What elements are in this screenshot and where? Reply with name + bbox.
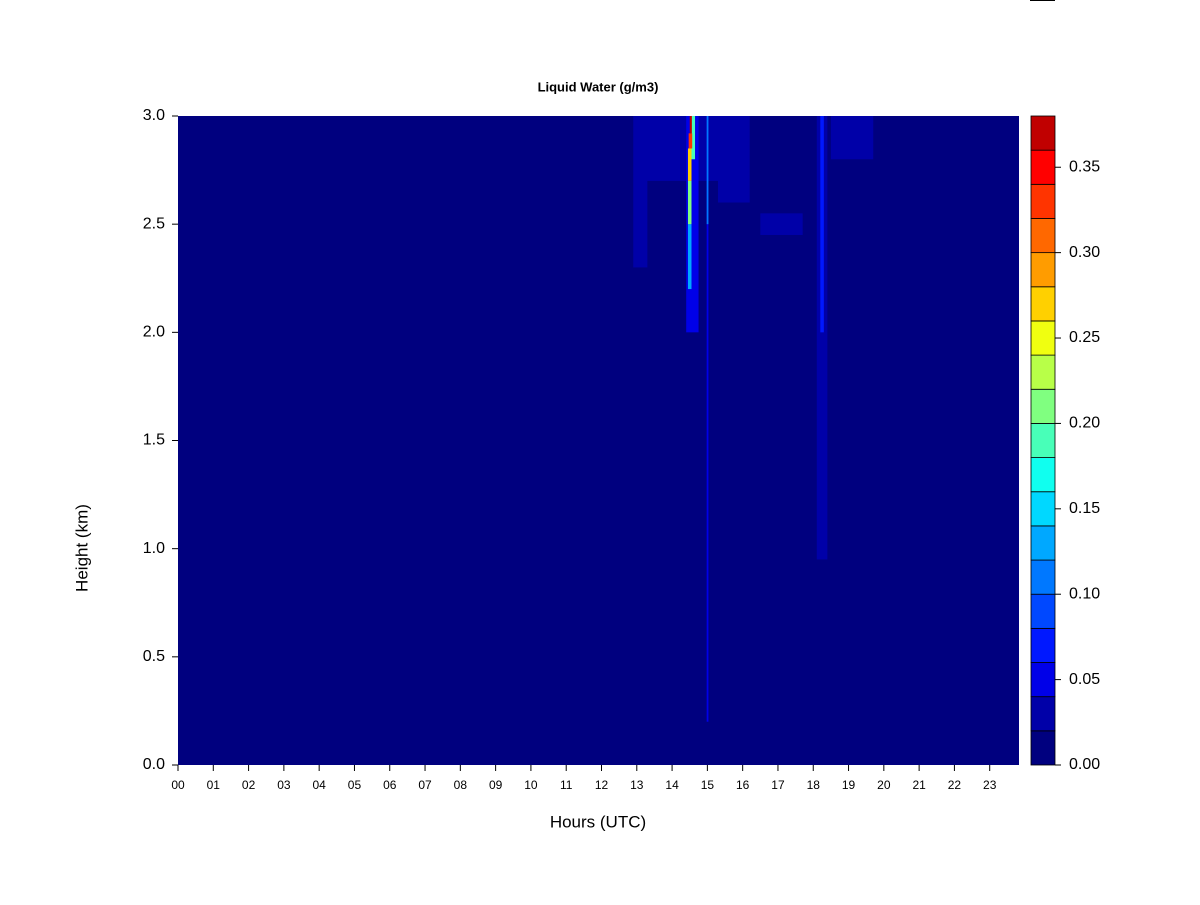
y-tick-label: 0.5 — [143, 648, 165, 665]
x-tick-label: 16 — [736, 778, 750, 792]
x-tick-label: 12 — [595, 778, 609, 792]
colorbar-box — [1030, 457, 1056, 493]
x-tick-label: 13 — [630, 778, 644, 792]
x-tick-label: 07 — [418, 778, 432, 792]
x-tick-label: 05 — [348, 778, 362, 792]
colorbar-box — [1030, 286, 1056, 322]
colorbar-box — [1030, 388, 1056, 424]
heat-cell — [688, 133, 693, 149]
colorbar-box — [1030, 320, 1056, 356]
x-tick-label: 19 — [842, 778, 856, 792]
x-tick-label: 06 — [383, 778, 397, 792]
colorbar-tick-label: 0.15 — [1069, 500, 1100, 517]
colorbar-tick-label: 0.10 — [1069, 585, 1100, 602]
x-tick-label: 14 — [665, 778, 679, 792]
plot-background — [178, 116, 1019, 765]
x-axis-label: Hours (UTC) — [550, 812, 646, 831]
colorbar-box — [1030, 559, 1056, 595]
heat-cell — [687, 148, 692, 181]
x-tick-label: 03 — [277, 778, 291, 792]
heat-cell — [760, 213, 803, 235]
colorbar-box — [1030, 525, 1056, 561]
chart-title: Liquid Water (g/m3) — [538, 79, 659, 94]
x-tick-label: 01 — [207, 778, 221, 792]
colorbar-tick-label: 0.00 — [1069, 756, 1100, 773]
x-tick-label: 22 — [948, 778, 962, 792]
colorbar-box — [1030, 593, 1056, 629]
heat-cell — [706, 116, 709, 722]
colorbar-box — [1030, 149, 1056, 185]
x-tick-label: 00 — [171, 778, 185, 792]
heat-cell — [816, 116, 828, 560]
x-tick-label: 02 — [242, 778, 256, 792]
x-tick-label: 08 — [454, 778, 468, 792]
x-tick-label: 20 — [877, 778, 891, 792]
colorbar-box — [1030, 115, 1056, 151]
colorbar-tick-label: 0.05 — [1069, 671, 1100, 688]
heat-cell — [717, 116, 750, 203]
heat-cell — [830, 116, 874, 160]
colorbar-box — [1030, 218, 1056, 254]
colorbar-box — [1030, 423, 1056, 458]
x-tick-label: 17 — [771, 778, 785, 792]
y-tick-label: 3.0 — [143, 107, 165, 124]
colorbar-box — [1030, 252, 1056, 288]
heat-cell — [706, 116, 709, 225]
x-tick-label: 23 — [983, 778, 997, 792]
y-tick-label: 1.0 — [143, 540, 165, 557]
y-tick-label: 2.0 — [143, 324, 165, 341]
colorbar-box — [1030, 491, 1056, 527]
x-tick-label: 18 — [807, 778, 821, 792]
colorbar-tick-label: 0.35 — [1069, 158, 1100, 175]
x-tick-label: 10 — [524, 778, 538, 792]
heat-cell — [691, 116, 696, 160]
x-tick-label: 04 — [312, 778, 326, 792]
x-tick-label: 21 — [912, 778, 926, 792]
colorbar-box — [1030, 354, 1056, 390]
colorbar-box — [1030, 662, 1056, 698]
colorbar-tick-label: 0.30 — [1069, 244, 1100, 261]
x-tick-label: 09 — [489, 778, 503, 792]
heat-cell — [687, 224, 692, 290]
y-axis-label: Height (km) — [72, 504, 91, 592]
colorbar-tick-label: 0.20 — [1069, 415, 1100, 432]
y-tick-label: 2.5 — [143, 215, 165, 232]
colorbar-tick-label: 0.25 — [1069, 329, 1100, 346]
colorbar-box — [1030, 627, 1056, 663]
colorbar-box — [1030, 183, 1056, 219]
heat-cell — [687, 180, 692, 225]
heat-cell — [689, 116, 692, 134]
x-tick-label: 15 — [701, 778, 715, 792]
y-tick-label: 1.5 — [143, 432, 165, 449]
colorbar-box — [1030, 730, 1056, 766]
x-tick-label: 11 — [560, 778, 573, 792]
y-tick-label: 0.0 — [143, 756, 165, 773]
colorbar-box — [1030, 696, 1056, 732]
heat-cell — [820, 116, 824, 333]
